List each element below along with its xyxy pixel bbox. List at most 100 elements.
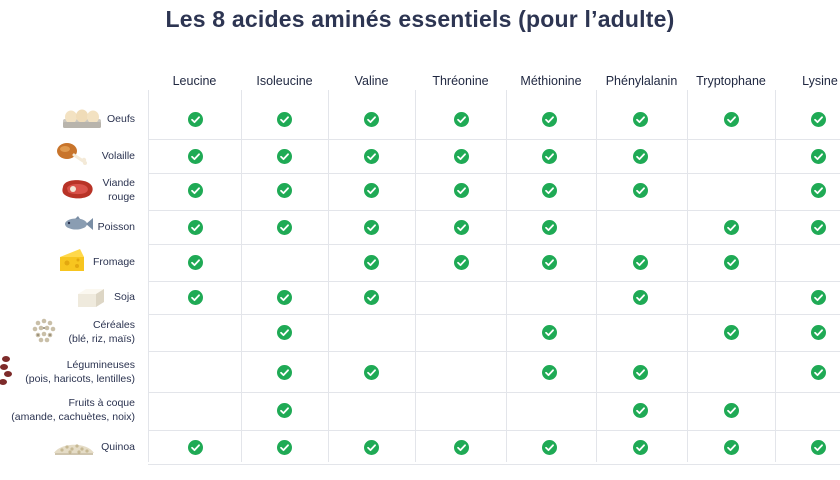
- check-icon: [276, 364, 292, 380]
- check-icon: [453, 254, 469, 270]
- check-icon: [810, 111, 826, 127]
- check-icon: [276, 182, 292, 198]
- row-label-line: rouge: [108, 191, 135, 203]
- check-icon: [723, 219, 739, 235]
- tofu-icon: [76, 287, 106, 314]
- row-divider: [148, 210, 840, 211]
- row-label-line: Légumineuses: [66, 359, 135, 371]
- check-icon: [187, 219, 203, 235]
- check-icon: [363, 254, 379, 270]
- check-icon: [187, 439, 203, 455]
- row-label: Fromage: [93, 255, 135, 269]
- check-icon: [453, 439, 469, 455]
- column-divider: [241, 90, 242, 462]
- check-icon: [541, 111, 557, 127]
- check-icon: [632, 111, 648, 127]
- column-divider: [596, 90, 597, 462]
- check-icon: [187, 148, 203, 164]
- check-icon: [723, 439, 739, 455]
- check-icon: [632, 402, 648, 418]
- eggs-icon: [62, 108, 102, 135]
- check-icon: [453, 148, 469, 164]
- row-divider: [148, 351, 840, 352]
- row-label: Soja: [114, 290, 135, 304]
- row-label-line: Poisson: [97, 221, 135, 233]
- check-icon: [363, 182, 379, 198]
- row-divider: [148, 173, 840, 174]
- row-label-line: Volaille: [101, 150, 135, 162]
- check-icon: [187, 289, 203, 305]
- row-label-line: Viande: [102, 177, 135, 189]
- check-icon: [810, 182, 826, 198]
- row-label-line: Fruits à coque: [68, 397, 135, 409]
- row-label-line: Fromage: [92, 256, 135, 268]
- check-icon: [541, 182, 557, 198]
- steak-icon: [60, 178, 96, 205]
- row-label-line: Céréales: [92, 319, 135, 331]
- column-header: Phénylalanin: [605, 74, 678, 88]
- check-icon: [187, 254, 203, 270]
- check-icon: [723, 111, 739, 127]
- check-icon: [810, 364, 826, 380]
- row-label: Quinoa: [101, 440, 135, 454]
- check-icon: [363, 148, 379, 164]
- column-header: Thréonine: [432, 74, 489, 88]
- page-title: Les 8 acides aminés essentiels (pour l’a…: [165, 6, 675, 32]
- poultry-icon: [54, 141, 88, 170]
- check-icon: [723, 402, 739, 418]
- column-header: Lysine: [802, 74, 838, 88]
- check-icon: [632, 148, 648, 164]
- check-icon: [363, 111, 379, 127]
- row-label: Volaille: [102, 149, 135, 163]
- check-icon: [276, 111, 292, 127]
- check-icon: [632, 254, 648, 270]
- check-icon: [632, 289, 648, 305]
- check-icon: [541, 324, 557, 340]
- beans-icon: [0, 355, 16, 392]
- row-label: Viande rouge: [102, 176, 135, 204]
- row-label: Poisson: [98, 220, 135, 234]
- row-divider: [148, 430, 840, 431]
- cheese-icon: [58, 247, 86, 278]
- check-icon: [363, 289, 379, 305]
- check-icon: [276, 289, 292, 305]
- check-icon: [632, 439, 648, 455]
- column-header: Leucine: [172, 74, 217, 88]
- check-icon: [810, 439, 826, 455]
- check-icon: [363, 219, 379, 235]
- column-header: Méthionine: [520, 74, 582, 88]
- check-icon: [276, 402, 292, 418]
- column-divider: [328, 90, 329, 462]
- check-icon: [363, 364, 379, 380]
- quinoa-icon: [52, 437, 96, 462]
- column-header: Isoleucine: [256, 74, 313, 88]
- row-label-line: Soja: [113, 291, 135, 303]
- check-icon: [541, 254, 557, 270]
- check-icon: [541, 439, 557, 455]
- check-icon: [453, 219, 469, 235]
- check-icon: [723, 254, 739, 270]
- column-header: Valine: [354, 74, 389, 88]
- check-icon: [810, 148, 826, 164]
- check-icon: [541, 148, 557, 164]
- check-icon: [453, 182, 469, 198]
- column-divider: [687, 90, 688, 462]
- fish-icon: [62, 216, 94, 237]
- row-label-line: (amande, cachuètes, noix): [11, 411, 135, 423]
- row-divider: [148, 314, 840, 315]
- check-icon: [187, 111, 203, 127]
- row-label-line: Oeufs: [106, 113, 135, 125]
- check-icon: [723, 324, 739, 340]
- column-divider: [148, 90, 149, 462]
- check-icon: [541, 364, 557, 380]
- check-icon: [810, 289, 826, 305]
- check-icon: [810, 219, 826, 235]
- check-icon: [810, 324, 826, 340]
- check-icon: [453, 111, 469, 127]
- check-icon: [363, 439, 379, 455]
- check-icon: [632, 364, 648, 380]
- row-divider: [148, 392, 840, 393]
- row-label: Céréales (blé, riz, maïs): [68, 318, 135, 346]
- check-icon: [541, 219, 557, 235]
